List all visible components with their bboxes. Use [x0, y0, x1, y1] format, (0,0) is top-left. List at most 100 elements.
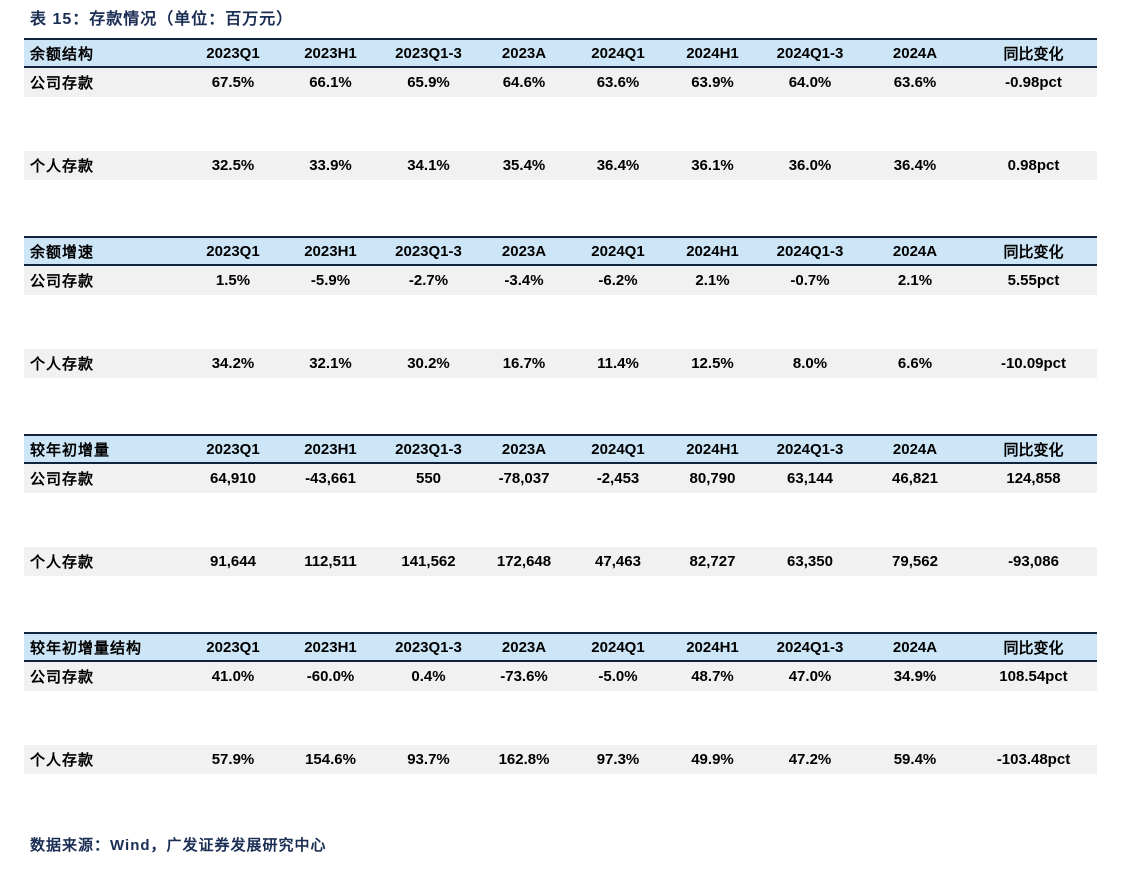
row-gap: [24, 691, 1097, 745]
row-label: 公司存款: [24, 67, 185, 97]
cell: 41.0%: [185, 661, 281, 691]
cell: 8.0%: [760, 349, 860, 378]
row-label: 个人存款: [24, 349, 185, 378]
cell: -78,037: [477, 463, 571, 493]
cell: -103.48pct: [970, 745, 1097, 774]
cell: 108.54pct: [970, 661, 1097, 691]
cell: 16.7%: [477, 349, 571, 378]
table-section-ytd-increment: 较年初增量 2023Q1 2023H1 2023Q1-3 2023A 2024Q…: [24, 434, 1097, 576]
cell: 2.1%: [665, 265, 760, 295]
cell: 1.5%: [185, 265, 281, 295]
cell: 36.0%: [760, 151, 860, 180]
column-header: 2024Q1-3: [760, 632, 860, 662]
cell: 57.9%: [185, 745, 281, 774]
column-header: 2024Q1: [571, 236, 665, 266]
table-row-personal-deposits: 个人存款 57.9% 154.6% 93.7% 162.8% 97.3% 49.…: [24, 745, 1097, 774]
column-header: 2024H1: [665, 632, 760, 662]
table-title: 表 15：存款情况（单位：百万元）: [30, 11, 294, 28]
column-header: 2024Q1-3: [760, 38, 860, 68]
cell: 82,727: [665, 547, 760, 576]
table-section-balance-structure: 余额结构 2023Q1 2023H1 2023Q1-3 2023A 2024Q1…: [24, 38, 1097, 180]
cell: 34.2%: [185, 349, 281, 378]
cell: 59.4%: [860, 745, 970, 774]
column-header: 2024A: [860, 434, 970, 464]
cell: -43,661: [281, 463, 380, 493]
cell: -73.6%: [477, 661, 571, 691]
column-header: 2023A: [477, 632, 571, 662]
table-row-corporate-deposits: 公司存款 67.5% 66.1% 65.9% 64.6% 63.6% 63.9%…: [24, 67, 1097, 97]
column-header: 2024Q1-3: [760, 236, 860, 266]
cell: -0.98pct: [970, 67, 1097, 97]
cell: 47.0%: [760, 661, 860, 691]
cell: 63.6%: [571, 67, 665, 97]
section-header-row: 较年初增量结构 2023Q1 2023H1 2023Q1-3 2023A 202…: [24, 632, 1097, 662]
cell: 32.1%: [281, 349, 380, 378]
row-label: 个人存款: [24, 151, 185, 180]
cell: -10.09pct: [970, 349, 1097, 378]
row-label: 个人存款: [24, 745, 185, 774]
cell: 550: [380, 463, 477, 493]
cell: 79,562: [860, 547, 970, 576]
cell: 33.9%: [281, 151, 380, 180]
cell: -60.0%: [281, 661, 380, 691]
cell: 12.5%: [665, 349, 760, 378]
row-label: 公司存款: [24, 265, 185, 295]
cell: 46,821: [860, 463, 970, 493]
cell: 64,910: [185, 463, 281, 493]
table-row-corporate-deposits: 公司存款 1.5% -5.9% -2.7% -3.4% -6.2% 2.1% -…: [24, 265, 1097, 295]
cell: -0.7%: [760, 265, 860, 295]
row-label: 个人存款: [24, 547, 185, 576]
section-header-row: 较年初增量 2023Q1 2023H1 2023Q1-3 2023A 2024Q…: [24, 434, 1097, 464]
cell: 63.6%: [860, 67, 970, 97]
cell: 34.9%: [860, 661, 970, 691]
cell: 112,511: [281, 547, 380, 576]
column-header: 2023Q1: [185, 38, 281, 68]
column-header: 2024H1: [665, 236, 760, 266]
cell: 141,562: [380, 547, 477, 576]
column-header: 2023Q1: [185, 434, 281, 464]
table-section-balance-growth: 余额增速 2023Q1 2023H1 2023Q1-3 2023A 2024Q1…: [24, 236, 1097, 378]
column-header: 2024Q1: [571, 38, 665, 68]
column-header: 2024A: [860, 236, 970, 266]
column-header: 2024Q1: [571, 632, 665, 662]
cell: 5.55pct: [970, 265, 1097, 295]
cell: 162.8%: [477, 745, 571, 774]
column-header: 2023Q1-3: [380, 236, 477, 266]
cell: 35.4%: [477, 151, 571, 180]
column-header: 同比变化: [970, 632, 1097, 662]
column-header: 2023A: [477, 434, 571, 464]
column-header: 2024A: [860, 38, 970, 68]
column-header: 2023H1: [281, 434, 380, 464]
cell: 63,350: [760, 547, 860, 576]
cell: 36.4%: [860, 151, 970, 180]
column-header: 2023H1: [281, 236, 380, 266]
column-header: 2023H1: [281, 632, 380, 662]
row-gap: [24, 295, 1097, 349]
cell: 0.98pct: [970, 151, 1097, 180]
cell: -5.9%: [281, 265, 380, 295]
column-header: 2024H1: [665, 38, 760, 68]
cell: 36.1%: [665, 151, 760, 180]
column-header: 同比变化: [970, 434, 1097, 464]
cell: 49.9%: [665, 745, 760, 774]
column-header: 2024Q1: [571, 434, 665, 464]
column-header: 2023Q1-3: [380, 632, 477, 662]
cell: 172,648: [477, 547, 571, 576]
cell: 64.6%: [477, 67, 571, 97]
section-header-label: 余额结构: [24, 38, 185, 68]
table-section-ytd-increment-structure: 较年初增量结构 2023Q1 2023H1 2023Q1-3 2023A 202…: [24, 632, 1097, 774]
cell: 32.5%: [185, 151, 281, 180]
section-header-label: 较年初增量: [24, 434, 185, 464]
cell: 63,144: [760, 463, 860, 493]
table-row-corporate-deposits: 公司存款 64,910 -43,661 550 -78,037 -2,453 8…: [24, 463, 1097, 493]
cell: 11.4%: [571, 349, 665, 378]
table-row-corporate-deposits: 公司存款 41.0% -60.0% 0.4% -73.6% -5.0% 48.7…: [24, 661, 1097, 691]
column-header: 2023Q1: [185, 236, 281, 266]
cell: 154.6%: [281, 745, 380, 774]
cell: 64.0%: [760, 67, 860, 97]
cell: 6.6%: [860, 349, 970, 378]
column-header: 2024A: [860, 632, 970, 662]
cell: 34.1%: [380, 151, 477, 180]
cell: 30.2%: [380, 349, 477, 378]
section-header-label: 较年初增量结构: [24, 632, 185, 662]
